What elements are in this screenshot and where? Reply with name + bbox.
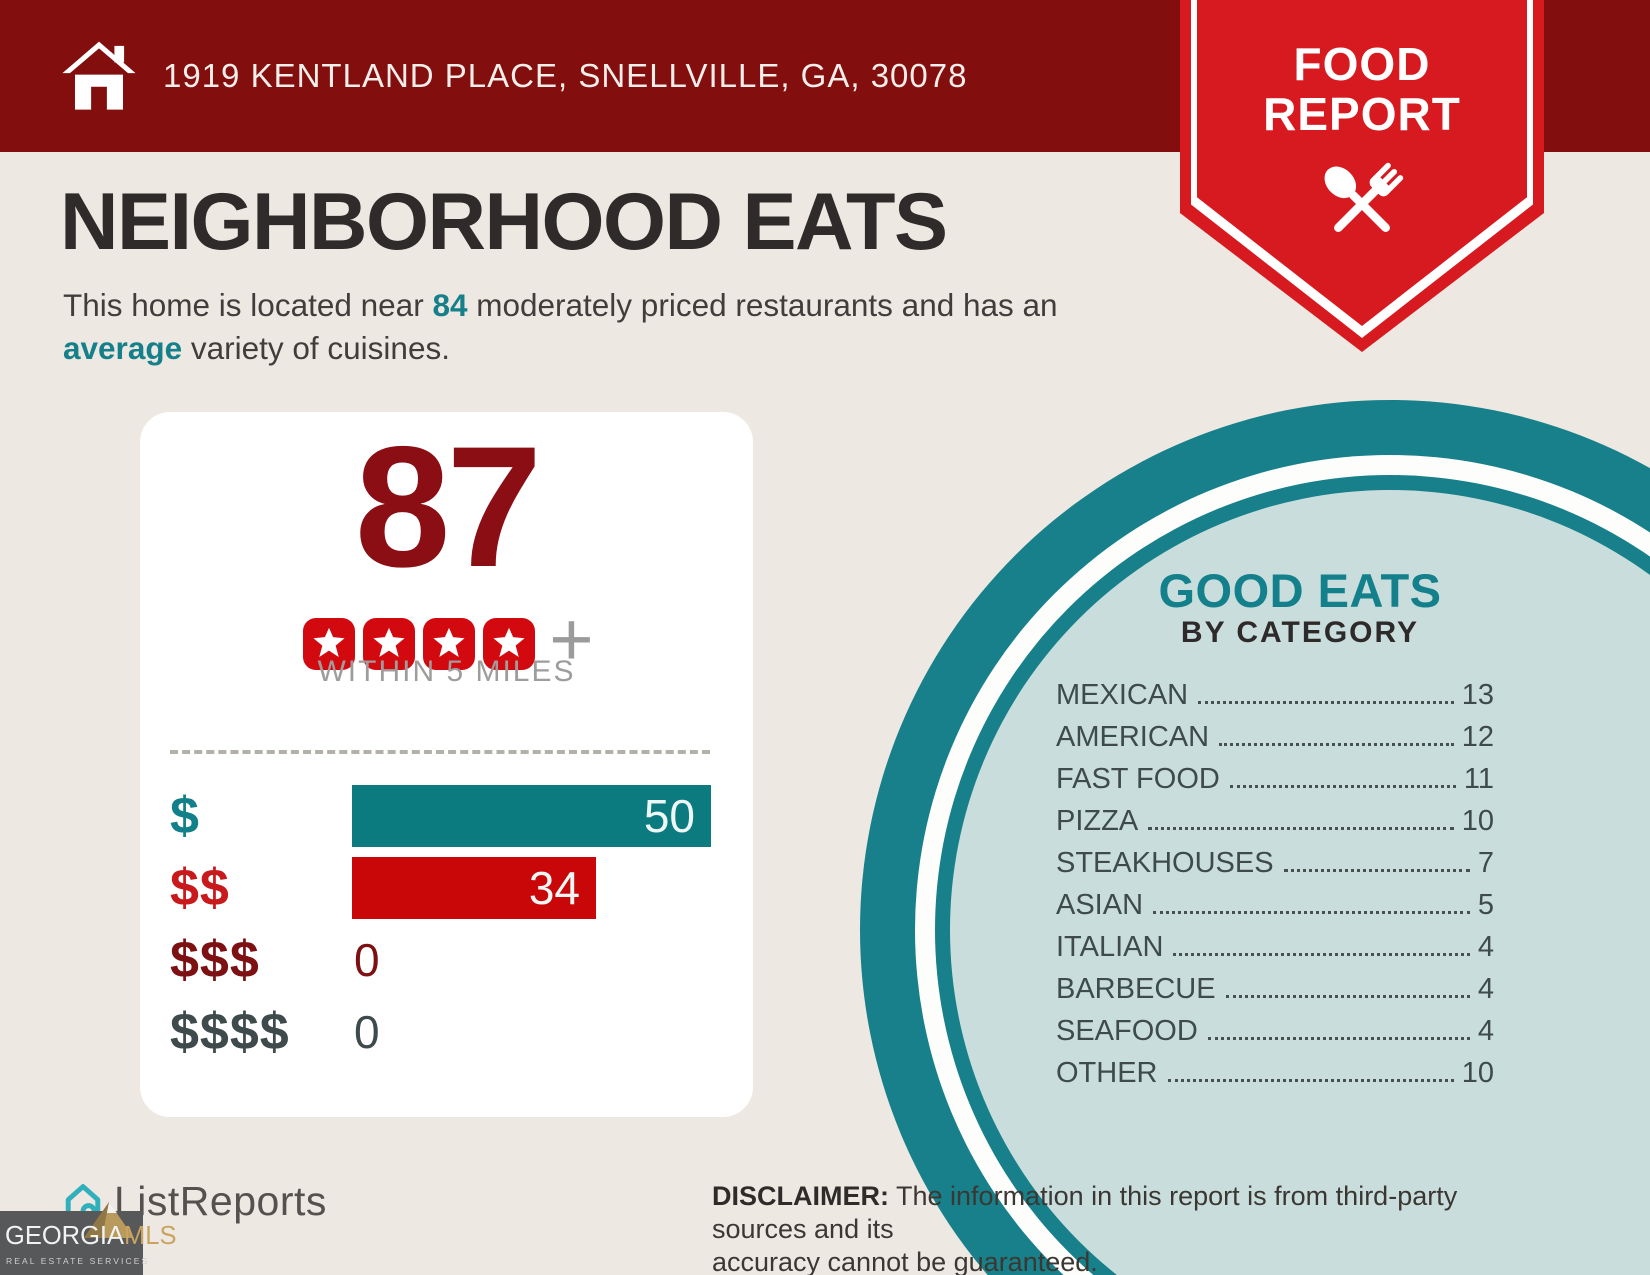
star-icon — [363, 618, 416, 670]
property-address: 1919 KENTLAND PLACE, SNELLVILLE, GA, 300… — [163, 57, 968, 94]
dotted-leader — [1219, 742, 1454, 746]
category-value: 11 — [1463, 762, 1494, 795]
price-tier-label: $$$ — [170, 931, 260, 989]
price-tier-label: $$$$ — [170, 1003, 290, 1061]
category-row: BARBECUE 4 — [1056, 968, 1494, 1010]
radius-caption: WITHIN 5 MILES — [317, 655, 576, 688]
good-eats-title: GOOD EATS — [1158, 564, 1442, 617]
category-row: AMERICAN 12 — [1056, 716, 1494, 758]
category-value: 4 — [1477, 972, 1494, 1005]
score-card: 87 + WITHIN 5 MILES $50 $$ 34 $$$ 0 $$$$ 0 — [140, 412, 753, 1117]
category-value: 5 — [1477, 888, 1494, 921]
disclaimer-line1: DISCLAIMER: The information in this repo… — [712, 1180, 1552, 1246]
category-value: 10 — [1461, 1056, 1494, 1089]
spoon-fork-icon — [1324, 163, 1404, 233]
intro-text-middle: moderately priced restaurants and has an — [467, 287, 1058, 323]
price-tier-row: $$$$ 0 — [170, 996, 725, 1068]
category-row: STEAKHOUSES 7 — [1056, 842, 1494, 884]
mls-logo-text: GEORGIAMLS — [5, 1222, 176, 1251]
dotted-leader — [1167, 1078, 1454, 1082]
dotted-leader — [1148, 826, 1454, 830]
category-value: 10 — [1461, 804, 1494, 837]
category-row: PIZZA 10 — [1056, 800, 1494, 842]
category-row: FAST FOOD 11 — [1056, 758, 1494, 800]
star-rating: + — [140, 602, 753, 678]
dotted-leader — [1173, 952, 1470, 956]
mls-georgia: GEORGIA — [5, 1222, 125, 1250]
intro-sentence: This home is located near 84 moderately … — [63, 284, 1103, 371]
mls-mls: MLS — [124, 1222, 177, 1250]
star-icon — [483, 618, 536, 670]
dashed-divider — [170, 750, 710, 754]
disclaimer-label: DISCLAIMER: — [712, 1181, 889, 1211]
restaurant-count: 84 — [432, 287, 468, 323]
star-icon — [303, 618, 356, 670]
food-report-ribbon: FOOD REPORT — [1180, 0, 1544, 352]
category-label: ASIAN — [1056, 888, 1144, 921]
price-tier-label: $$ — [170, 859, 230, 917]
home-icon — [62, 41, 136, 110]
dotted-leader — [1229, 784, 1456, 788]
category-value: 12 — [1461, 720, 1494, 753]
restaurant-score: 87 — [354, 411, 542, 603]
category-label: OTHER — [1056, 1056, 1158, 1089]
ribbon-title-line1: FOOD — [1293, 38, 1431, 90]
mls-tagline: REAL ESTATE SERVICES — [6, 1256, 150, 1266]
price-tier-row: $$$ 0 — [170, 924, 725, 996]
price-tier-chart: $50 $$ 34 $$$ 0 $$$$ 0 — [170, 780, 725, 1068]
price-tier-value: 34 — [528, 862, 580, 914]
ribbon-title: FOOD REPORT — [1180, 38, 1544, 140]
category-label: SEAFOOD — [1056, 1014, 1198, 1047]
category-value: 4 — [1477, 1014, 1494, 1047]
intro-text-before: This home is located near — [63, 287, 433, 323]
price-tier-value: 50 — [643, 790, 695, 842]
disclaimer-text1: The information in this report is from t… — [712, 1181, 1458, 1244]
price-tier-bar: 34 — [352, 857, 596, 919]
price-tier-value: 0 — [354, 1006, 380, 1058]
category-label: ITALIAN — [1056, 930, 1164, 963]
dotted-leader — [1207, 1036, 1470, 1040]
price-tier-row: $$ 34 — [170, 852, 725, 924]
disclaimer: DISCLAIMER: The information in this repo… — [712, 1180, 1552, 1275]
category-value: 7 — [1477, 846, 1494, 879]
category-row: SEAFOOD 4 — [1056, 1010, 1494, 1052]
variety-highlight: average — [63, 330, 183, 367]
category-value: 4 — [1477, 930, 1494, 963]
plus-icon: + — [549, 597, 594, 682]
page-title: NEIGHBORHOOD EATS — [60, 177, 948, 267]
dotted-leader — [1225, 994, 1470, 998]
category-value: 13 — [1461, 678, 1494, 711]
price-tier-row: $50 — [170, 780, 725, 852]
dotted-leader — [1153, 910, 1470, 914]
category-label: FAST FOOD — [1056, 762, 1220, 795]
dotted-leader — [1283, 868, 1470, 872]
category-label: STEAKHOUSES — [1056, 846, 1274, 879]
star-icon — [423, 618, 476, 670]
category-label: MEXICAN — [1056, 678, 1189, 711]
category-row: ITALIAN 4 — [1056, 926, 1494, 968]
category-row: ASIAN 5 — [1056, 884, 1494, 926]
category-row: MEXICAN 13 — [1056, 674, 1494, 716]
dotted-leader — [1198, 700, 1454, 704]
disclaimer-line2: accuracy cannot be guaranteed. — [712, 1246, 1098, 1275]
good-eats-subtitle: BY CATEGORY — [1180, 616, 1420, 649]
category-row: OTHER 10 — [1056, 1052, 1494, 1094]
intro-text-after: variety of cuisines. — [182, 330, 450, 367]
category-label: BARBECUE — [1056, 972, 1216, 1005]
listreports-logo-text: ListReports — [114, 1178, 327, 1224]
price-tier-bar: 50 — [352, 785, 711, 847]
mls-mountain-icon — [84, 1202, 134, 1238]
ribbon-title-line2: REPORT — [1263, 87, 1461, 140]
price-tier-label: $ — [170, 787, 200, 845]
georgia-mls-badge: GEORGIAMLS REAL ESTATE SERVICES — [0, 1202, 176, 1275]
category-label: AMERICAN — [1056, 720, 1210, 753]
price-tier-value: 0 — [354, 934, 380, 986]
category-list: MEXICAN 13 AMERICAN 12 FAST FOOD 11 PIZZA 10 STE… — [1056, 674, 1494, 1094]
category-label: PIZZA — [1056, 804, 1139, 837]
